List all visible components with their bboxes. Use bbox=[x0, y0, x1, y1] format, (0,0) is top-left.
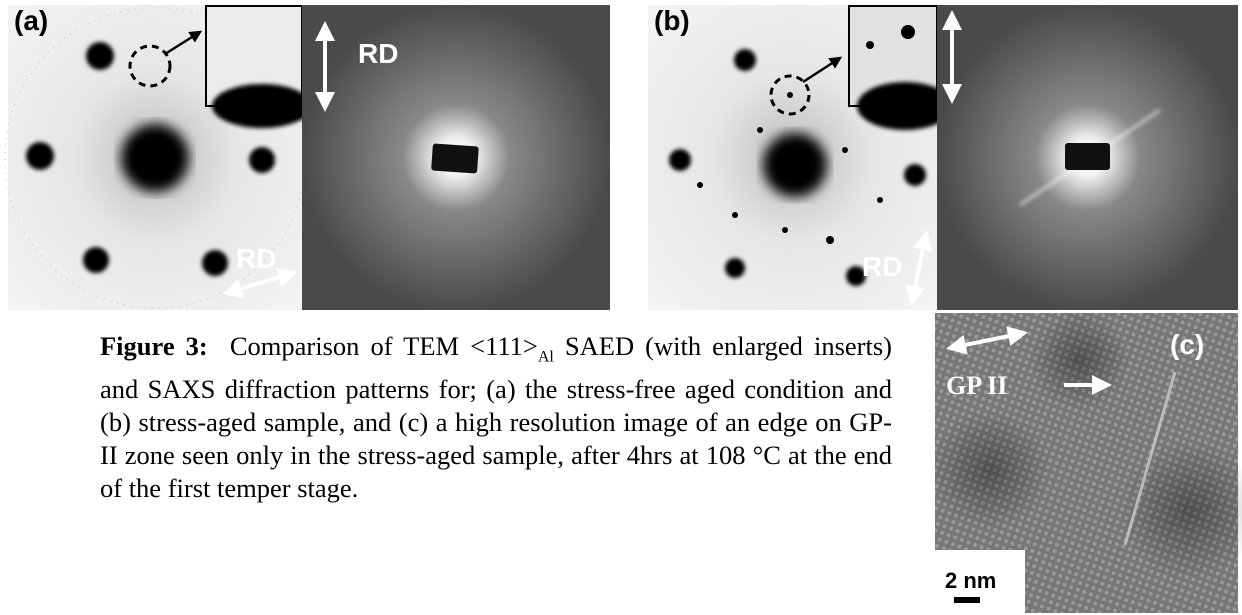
panel-label: (a) bbox=[14, 5, 48, 36]
scale-label: 2 nm bbox=[945, 568, 996, 593]
rd-label: RD bbox=[358, 38, 398, 69]
panel-label: (c) bbox=[1170, 329, 1204, 360]
saed-image-b bbox=[648, 5, 953, 310]
caption: Figure 3: Comparison of TEM <111>Al SAED… bbox=[100, 330, 892, 505]
figure-label: Figure 3: bbox=[100, 331, 208, 361]
rd-arrow bbox=[946, 326, 1028, 355]
rd-arrow bbox=[222, 267, 298, 299]
saed-image-a bbox=[4, 5, 312, 310]
gp-label: GP II bbox=[946, 371, 1007, 400]
saxs-image-a bbox=[302, 5, 610, 310]
saxs-image-b bbox=[937, 5, 1238, 310]
caption-text: Comparison of TEM <111> bbox=[229, 331, 538, 361]
rd-label: RD bbox=[236, 243, 276, 274]
rd-label: RD bbox=[862, 251, 902, 282]
panel-label: (b) bbox=[654, 5, 690, 36]
rd-arrow bbox=[905, 230, 933, 306]
caption-subscript: Al bbox=[537, 348, 554, 366]
hrtem-image-c bbox=[930, 310, 1242, 613]
caption-text: SAED (with enlarged inserts) and SAXS di… bbox=[100, 331, 893, 504]
scale-bar bbox=[954, 597, 980, 603]
